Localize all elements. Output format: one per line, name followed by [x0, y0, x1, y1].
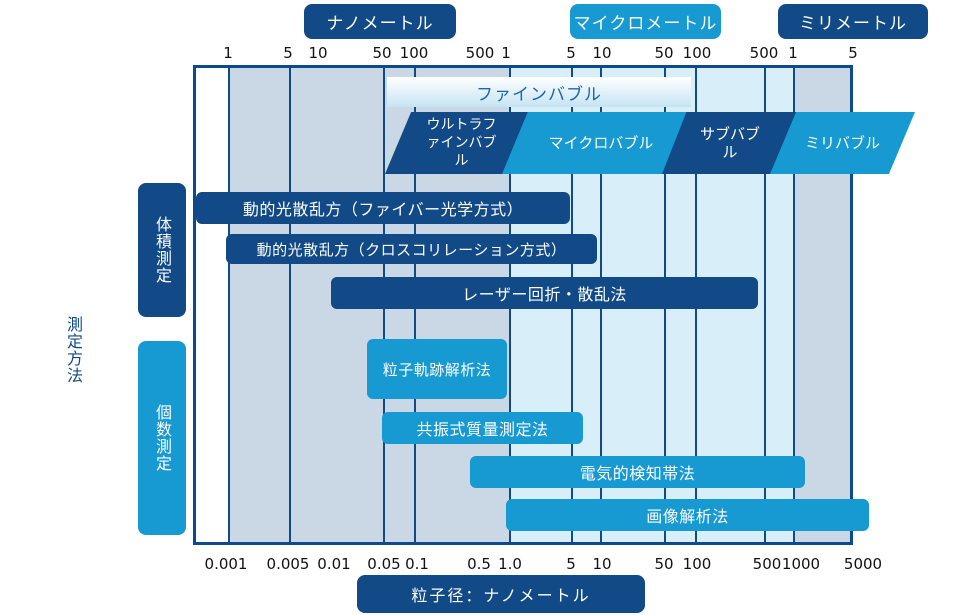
top-tick: 100 [399, 44, 429, 62]
top-tick: 1 [788, 44, 798, 62]
top-tick: 10 [592, 44, 612, 62]
grid-line [764, 68, 766, 542]
milli-bubble-shape: ミリバブル [770, 112, 915, 174]
grid-line [289, 68, 291, 542]
bottom-tick: 1.0 [498, 555, 522, 573]
grid-line [793, 68, 795, 542]
milli-bubble-label: ミリバブル [804, 134, 880, 152]
dls-fiber-bar: 動的光散乱方（ファイバー光学方式） [196, 192, 570, 224]
top-tick: 500 [749, 44, 779, 62]
count-measurement-label: 個数測定 [138, 341, 186, 535]
bottom-tick: 5 [566, 555, 576, 573]
top-tick: 50 [654, 44, 674, 62]
particle-tracking-bar: 粒子軌跡解析法 [367, 339, 507, 399]
bottom-tick: 5000 [843, 555, 883, 573]
bottom-tick: 0.1 [405, 555, 429, 573]
nanometer-header: ナノメートル [304, 4, 456, 39]
bottom-tick: 50 [654, 555, 674, 573]
top-tick: 5 [566, 44, 576, 62]
top-tick: 1 [501, 44, 511, 62]
ultrafine-bubble-label: ウルトラファインバブル [426, 117, 497, 169]
particle-size-axis-title: 粒子径：ナノメートル [357, 575, 645, 613]
micrometer-header: マイクロメートル [570, 4, 721, 39]
image-analysis-bar: 画像解析法 [506, 499, 869, 531]
grid-line [228, 68, 230, 542]
resonant-mass-bar: 共振式質量測定法 [382, 412, 583, 444]
fine-bubble-band: ファインバブル [387, 77, 691, 107]
laser-diffraction-bar: レーザー回折・散乱法 [331, 277, 758, 309]
top-tick: 50 [372, 44, 392, 62]
top-tick: 1 [223, 44, 233, 62]
bottom-tick: 10 [592, 555, 612, 573]
top-tick: 5 [848, 44, 858, 62]
volume-measurement-label: 体積測定 [138, 183, 186, 317]
bottom-tick: 0.5 [467, 555, 491, 573]
bottom-tick: 0.005 [266, 555, 310, 573]
bottom-tick: 500 [752, 555, 782, 573]
millimeter-header: ミリメートル [778, 4, 928, 39]
measurement-method-label: 測定方法 [64, 316, 83, 384]
bottom-tick: 0.001 [204, 555, 248, 573]
top-tick: 10 [308, 44, 328, 62]
bottom-tick: 0.01 [317, 555, 351, 573]
top-tick: 100 [682, 44, 712, 62]
bottom-tick: 100 [682, 555, 712, 573]
bottom-tick: 1000 [781, 555, 821, 573]
electrical-sensing-bar: 電気的検知帯法 [470, 456, 805, 488]
sub-bubble-label: サブバブル [699, 125, 760, 161]
top-tick: 5 [283, 44, 293, 62]
bottom-tick: 0.05 [367, 555, 401, 573]
top-tick: 500 [465, 44, 495, 62]
dls-cross-bar: 動的光散乱方（クロスコリレーション方式） [226, 234, 597, 264]
ultrafine-bubble-shape: ウルトラファインバブル [385, 112, 530, 174]
micro-bubble-label: マイクロバブル [548, 134, 654, 152]
